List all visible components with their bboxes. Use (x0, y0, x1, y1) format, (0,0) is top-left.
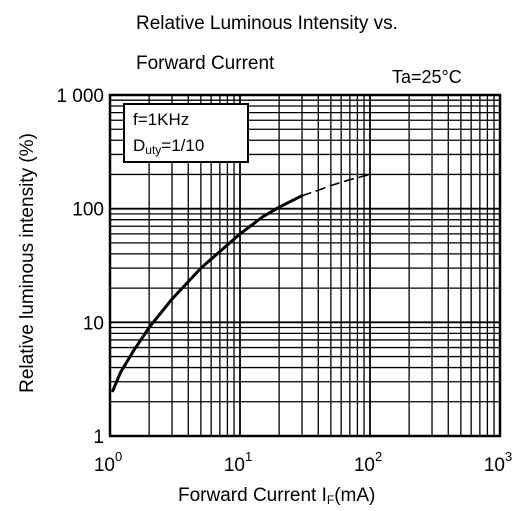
legend-duty-sub: uty (145, 143, 161, 157)
x-axis-label: Forward Current IF(mA) (178, 485, 375, 507)
chart-title-line1: Relative Luminous Intensity vs. (136, 13, 398, 34)
x-tick-base: 10 (354, 455, 375, 476)
x-tick-exponent: 0 (115, 449, 122, 464)
legend-box: f=1KHz Duty=1/10 (123, 103, 249, 163)
x-tick-base: 10 (94, 455, 115, 476)
y-tick-label: 10 (83, 313, 104, 334)
x-axis-label-sub: F (327, 493, 334, 507)
plot-frame (108, 93, 502, 438)
curve-dashed-extension (301, 173, 371, 197)
legend-frequency: f=1KHz (133, 110, 189, 129)
legend-duty-suffix: =1/10 (161, 136, 204, 155)
x-tick-label: 101 (224, 449, 252, 476)
x-tick-label: 100 (94, 449, 122, 476)
y-tick-label: 1 000 (56, 86, 104, 107)
x-tick-exponent: 3 (505, 449, 512, 464)
temperature-condition: Ta=25°C (392, 67, 462, 87)
y-tick-label: 1 (93, 427, 104, 448)
legend-frame (123, 103, 249, 163)
curves (111, 173, 371, 393)
legend-duty-prefix: D (133, 136, 145, 155)
x-tick-exponent: 2 (375, 449, 382, 464)
x-tick-label: 102 (354, 449, 382, 476)
chart-title-line2: Forward Current (136, 53, 275, 74)
x-tick-base: 10 (224, 455, 245, 476)
curve-solid (111, 194, 304, 393)
y-axis-label: Relative luminous intensity (%) (17, 133, 38, 393)
x-tick-label: 103 (484, 449, 512, 476)
y-tick-label: 100 (72, 200, 104, 221)
x-tick-base: 10 (484, 455, 505, 476)
legend-duty: Duty=1/10 (133, 136, 204, 157)
x-axis-label-prefix: Forward Current I (178, 485, 327, 506)
y-tick-labels: 1 10 100 1 000 (56, 86, 104, 448)
x-tick-exponent: 1 (245, 449, 252, 464)
x-tick-labels: 100 101 102 103 (94, 449, 512, 476)
x-axis-label-suffix: (mA) (334, 485, 375, 506)
